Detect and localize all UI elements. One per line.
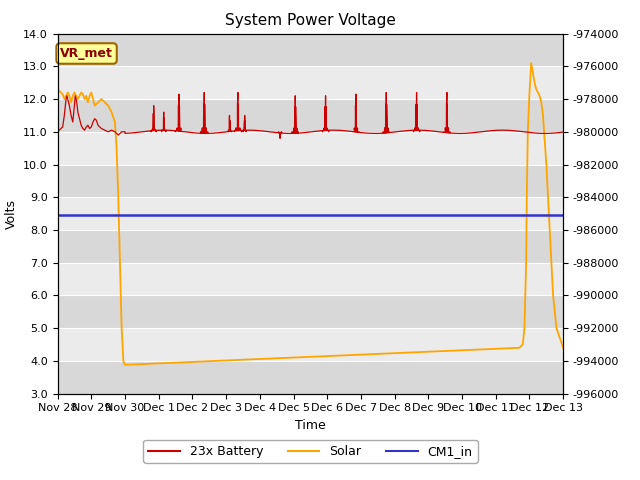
Y-axis label: Volts: Volts [4, 199, 17, 228]
Title: System Power Voltage: System Power Voltage [225, 13, 396, 28]
Legend: 23x Battery, Solar, CM1_in: 23x Battery, Solar, CM1_in [143, 440, 477, 463]
Bar [58, 66, 563, 99]
X-axis label: Time: Time [295, 419, 326, 432]
Bar [58, 165, 563, 197]
Bar [58, 132, 563, 165]
Bar [58, 34, 563, 66]
Bar [58, 99, 563, 132]
Bar [58, 197, 563, 230]
Bar [58, 295, 563, 328]
Bar [58, 328, 563, 361]
Bar [58, 263, 563, 295]
Bar [58, 230, 563, 263]
Bar [58, 361, 563, 394]
Text: VR_met: VR_met [60, 47, 113, 60]
